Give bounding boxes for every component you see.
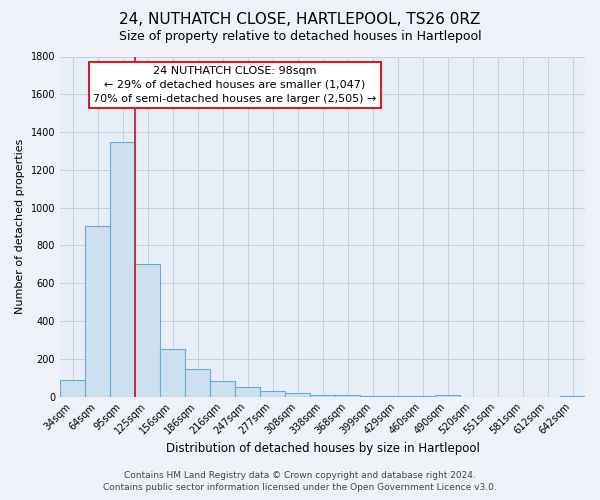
Bar [310,394,335,396]
Bar [285,393,310,396]
Text: 24 NUTHATCH CLOSE: 98sqm
← 29% of detached houses are smaller (1,047)
70% of sem: 24 NUTHATCH CLOSE: 98sqm ← 29% of detach… [94,66,377,104]
Bar [235,387,260,396]
Text: Contains HM Land Registry data © Crown copyright and database right 2024.
Contai: Contains HM Land Registry data © Crown c… [103,471,497,492]
Bar [335,395,360,396]
Text: 24, NUTHATCH CLOSE, HARTLEPOOL, TS26 0RZ: 24, NUTHATCH CLOSE, HARTLEPOOL, TS26 0RZ [119,12,481,28]
Bar [110,142,135,396]
Bar [260,392,285,396]
Y-axis label: Number of detached properties: Number of detached properties [15,139,25,314]
Bar [210,382,235,396]
Bar [185,369,210,396]
Bar [135,264,160,396]
Bar [60,380,85,396]
Bar [160,350,185,397]
Bar [85,226,110,396]
Text: Size of property relative to detached houses in Hartlepool: Size of property relative to detached ho… [119,30,481,43]
X-axis label: Distribution of detached houses by size in Hartlepool: Distribution of detached houses by size … [166,442,479,455]
Bar [435,394,460,396]
